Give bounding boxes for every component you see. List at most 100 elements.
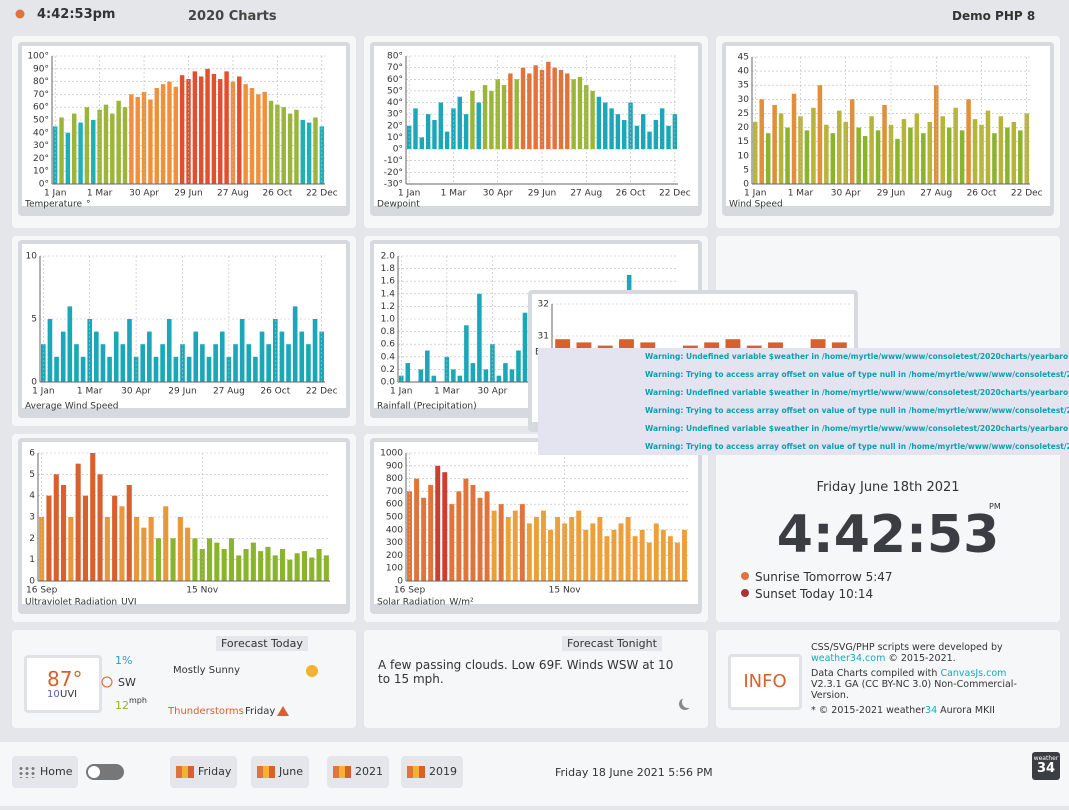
bar: [206, 356, 212, 382]
info-line: V2.3.1 GA (CC BY-NC 3.0) Non-Commercial-…: [811, 679, 1017, 701]
warning: Warning: Undefined variable $weather in …: [538, 420, 1069, 438]
bar: [67, 306, 73, 382]
x-tick-label: 22 Dec: [659, 189, 691, 199]
y-tick-label: 2.0: [381, 252, 396, 262]
bar: [299, 331, 305, 382]
x-tick-label: 22 Dec: [306, 387, 338, 397]
bar: [60, 331, 66, 382]
x-tick-label: 30 Apr: [477, 387, 507, 397]
warning-text: : Trying to access array offset on value…: [680, 406, 909, 415]
bar: [759, 99, 764, 184]
warning: Warning: Trying to access array offset o…: [538, 438, 1069, 455]
bar: [419, 137, 425, 150]
bar: [778, 113, 784, 184]
bar: [516, 350, 521, 382]
nav-button[interactable]: 2019: [401, 756, 463, 788]
toggle-knob: [88, 766, 100, 778]
x-tick-label: 1 Mar: [441, 189, 467, 199]
x-tick-label: 29 Jun: [528, 189, 556, 199]
bar: [120, 344, 126, 382]
bar: [90, 453, 96, 581]
warning: Warning: Undefined variable $weather in …: [538, 384, 1069, 402]
home-button[interactable]: Home: [12, 756, 79, 788]
bar: [214, 542, 220, 581]
warning-path: /home/myrtle/www/www/consoletest/2020: [908, 442, 1069, 451]
bar: [548, 529, 553, 581]
bar: [160, 344, 165, 382]
bar: [477, 497, 483, 581]
y-tick-label: 0: [397, 577, 403, 587]
y-tick-label: 0.4: [381, 352, 396, 362]
bar: [78, 122, 83, 184]
bar: [449, 504, 455, 581]
y-tick-label: 30: [738, 95, 750, 105]
bar: [464, 325, 469, 382]
bar: [509, 369, 515, 382]
bar: [268, 100, 274, 184]
bar: [558, 69, 564, 150]
bar: [895, 138, 900, 184]
y-tick-label: -30°: [384, 180, 403, 190]
bar: [972, 119, 978, 184]
bar: [323, 555, 329, 581]
bar: [59, 117, 64, 184]
bar: [622, 120, 627, 150]
bar: [173, 86, 179, 184]
y-tick-label: 100°: [27, 52, 49, 62]
nav-button[interactable]: June: [251, 756, 309, 788]
bar: [407, 491, 412, 581]
bar: [193, 331, 199, 382]
link[interactable]: CanvasJs.com: [940, 668, 1007, 679]
bar: [237, 76, 242, 184]
bar: [71, 113, 77, 184]
bar: [672, 114, 678, 150]
bar: [47, 319, 53, 382]
y-tick-label: 500: [386, 513, 403, 523]
x-tick-label: 26 Oct: [260, 387, 290, 397]
bar: [527, 73, 532, 150]
bar: [482, 85, 488, 150]
bar: [625, 517, 631, 581]
nav-button[interactable]: 2021: [327, 756, 389, 788]
bar: [46, 495, 52, 581]
bar: [533, 517, 539, 581]
chart-title: Wind Speed: [729, 200, 783, 210]
bar: [163, 506, 169, 581]
y-tick-label: 800: [386, 474, 403, 484]
bar: [512, 510, 518, 581]
rain-chance: 1%: [115, 654, 133, 667]
bar: [1024, 113, 1030, 184]
bar: [272, 319, 278, 382]
bar: [927, 121, 933, 184]
y-tick-label: 15: [738, 137, 749, 147]
y-tick-label: 20°: [33, 154, 49, 164]
y-tick-label: 1.6: [381, 277, 396, 287]
bar: [256, 94, 261, 184]
panel-heading: Forecast Today: [216, 636, 308, 651]
bar: [921, 133, 926, 184]
bar: [287, 113, 293, 184]
bar: [985, 110, 991, 184]
bar: [526, 523, 532, 581]
toggle[interactable]: [86, 764, 124, 780]
bar: [503, 363, 508, 382]
alert-day: Friday: [245, 706, 276, 717]
bar: [74, 344, 79, 382]
summary: Mostly Sunny: [173, 665, 241, 676]
bar: [107, 356, 112, 382]
y-tick-label: 1.4: [381, 289, 396, 299]
bar: [80, 356, 86, 382]
nav-button[interactable]: Friday: [170, 756, 238, 788]
home-label: Home: [40, 765, 73, 778]
nav-label: 2019: [429, 765, 457, 778]
bar: [837, 110, 842, 184]
y-tick-label: 1000: [380, 449, 403, 459]
x-tick-label: 1 Mar: [77, 387, 103, 397]
y-tick-label: 60°: [33, 103, 49, 113]
bar: [571, 79, 576, 150]
bar-icon: [333, 766, 351, 778]
link[interactable]: weather34.com: [811, 653, 886, 664]
bar: [250, 542, 256, 581]
y-tick-label: 1: [29, 555, 35, 565]
y-tick-label: 1.2: [381, 302, 395, 312]
